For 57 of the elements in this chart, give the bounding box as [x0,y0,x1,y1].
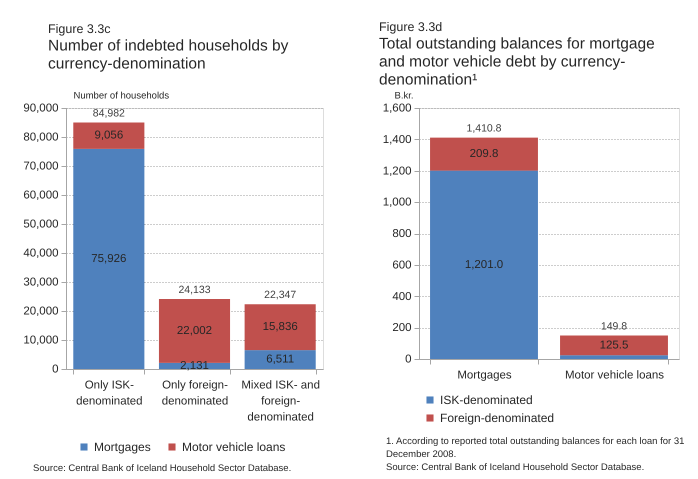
y-tick-label: 80,000 [23,132,58,144]
source-note: Source: Central Bank of Iceland Household Sector Database. [386,462,644,473]
total-label: 84,982 [92,108,126,120]
y-tick-label: 400 [392,290,412,303]
y-tick-label: 30,000 [23,276,58,288]
bar [430,170,538,359]
y-tick-label: 50,000 [23,218,58,230]
y-tick-label: 1,200 [382,165,412,178]
data-label: 1,201.0 [464,258,504,271]
y-tick-label: 0 [52,364,58,376]
y-tick-label: 1,400 [382,134,412,146]
bar [244,350,316,369]
y-tick-label: 60,000 [23,190,58,202]
chart-subtitle: Total outstanding balances for mortgage and motor vehicle debt by currency-denomination¹ [379,36,655,88]
bar [430,138,538,171]
source-note: Source: Central Bank of Iceland Household Sector Database. [33,463,292,474]
y-tick-label: 200 [392,322,412,334]
y-tick-label: 70,000 [23,160,58,172]
y-tick-label: 90,000 [23,102,58,114]
chart-title: Figure 3.3d [379,20,442,34]
x-tick-label: Only foreign-denominated [162,380,228,408]
legend-label: Motor vehicle loans [182,440,286,454]
total-label: 24,133 [178,284,211,296]
data-label: 209.8 [470,148,498,160]
y-tick-label: 20,000 [23,306,58,318]
chart-subtitle: Number of indebted households by currency-denomination [48,38,289,72]
data-label: 6,511 [266,354,294,366]
legend-label: Mortgages [94,440,151,454]
x-tick-label: Mixed ISK- and foreign-denominated [241,380,320,424]
data-label: 22,002 [176,324,212,337]
bar [244,304,316,350]
data-label: 9,056 [94,130,124,142]
total-label: 149.8 [600,320,628,332]
bar [73,148,144,369]
bar [560,336,668,356]
y-tick-label: 40,000 [23,248,58,260]
bar [73,122,144,149]
legend-label: ISK-denominated [440,393,533,407]
bar [158,299,230,363]
data-label: 15,836 [262,321,298,334]
y-tick-label: 800 [392,228,412,240]
y-axis-title: Number of households [74,90,170,102]
data-label: 125.5 [600,339,628,352]
y-tick-label: 1,600 [382,102,412,114]
y-tick-label: 600 [392,259,412,272]
legend-label: Foreign-denominated [440,411,554,425]
y-axis-title: B.kr. [394,90,414,102]
y-tick-label: 0 [405,354,412,366]
chart-title: Figure 3.3c [48,22,111,36]
total-label: 1,410.8 [466,122,502,135]
total-label: 22,347 [264,289,296,302]
y-tick-label: 10,000 [23,334,58,346]
y-tick-label: 1,000 [382,196,412,209]
data-label: 75,926 [91,252,126,265]
text: 1. According to reported total outstanding balances for each loan for 31 December 2008. [386,436,684,460]
x-tick-label: Only ISK-denominated [76,380,143,408]
bar [560,355,668,359]
